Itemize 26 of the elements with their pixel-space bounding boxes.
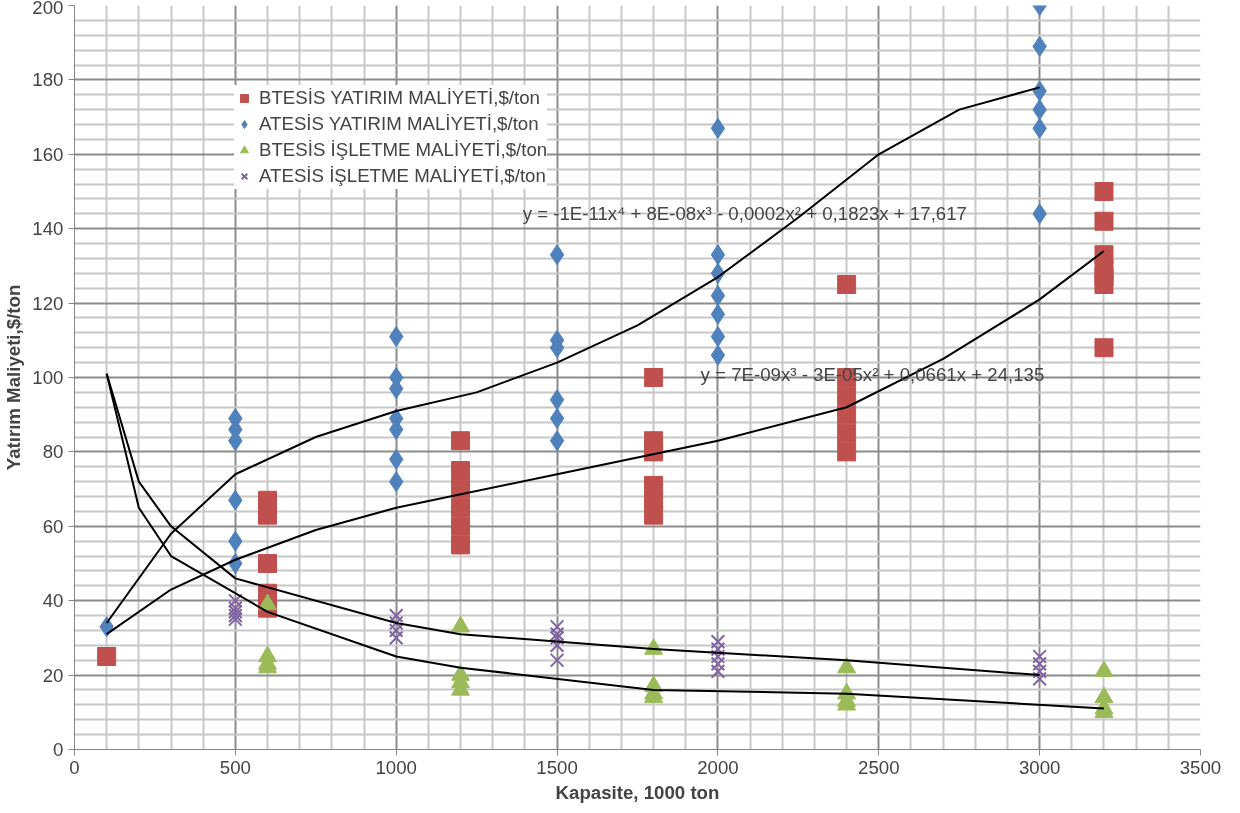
x-tick-label: 2500 <box>858 756 900 778</box>
x-tick-label: 0 <box>69 756 80 778</box>
y-tick-label: 160 <box>32 143 64 165</box>
legend-label: ATESİS YATIRIM MALİYETİ,$/ton <box>259 112 539 136</box>
legend-label: BTESİS İŞLETME MALİYETİ,$/ton <box>259 138 548 162</box>
x-tick-label: 3000 <box>1018 756 1061 778</box>
y-tick-label: 100 <box>32 367 64 388</box>
y-tick-label: 0 <box>53 739 64 760</box>
annotation: y = -1E-11x⁴ + 8E-08x³ - 0,0002x² + 0,1823x + 17,617 <box>522 203 967 225</box>
x-tick-label: 1000 <box>375 756 417 778</box>
x-tick-label: 500 <box>219 756 251 778</box>
y-tick-label: 60 <box>42 515 64 537</box>
y-axis-title: Yatırım Maliyeti,$/ton <box>3 284 25 471</box>
x-axis-title: Kapasite, 1000 ton <box>555 781 720 803</box>
x-tick-label: 3500 <box>1179 756 1222 778</box>
x-tick-label: 1500 <box>536 756 578 778</box>
y-tick-label: 200 <box>32 0 64 18</box>
y-tick-label: 40 <box>42 590 64 612</box>
y-tick-label: 80 <box>42 441 64 463</box>
y-tick-label: 120 <box>32 292 64 314</box>
legend-label: ATESİS İŞLETME MALİYETİ,$/ton <box>259 164 546 188</box>
x-tick-label: 2000 <box>697 756 739 778</box>
y-tick-label: 140 <box>32 218 64 240</box>
legend-label: BTESİS YATIRIM MALİYETİ,$/ton <box>259 86 540 110</box>
y-tick-label: 20 <box>42 664 64 686</box>
y-tick-label: 180 <box>32 69 64 91</box>
